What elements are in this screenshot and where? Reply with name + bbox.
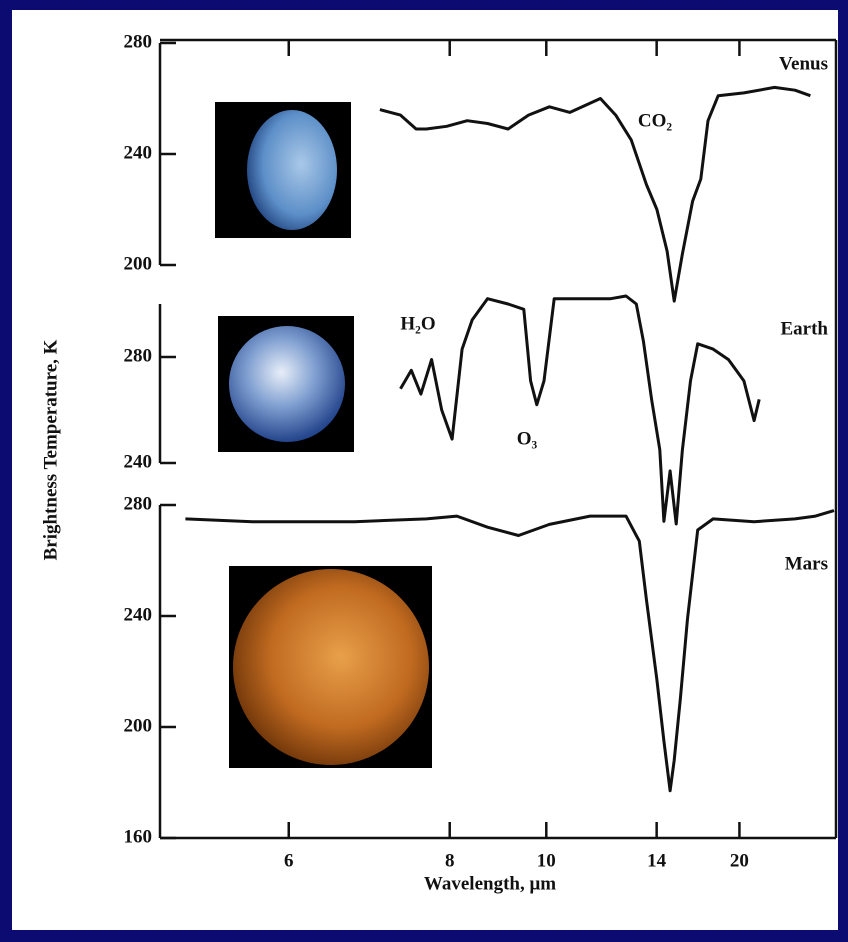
x-tick-label: 10 (537, 850, 556, 871)
plot-background (12, 10, 838, 930)
y-tick-label: 280 (124, 493, 153, 514)
x-axis-label: Wavelength, μm (424, 873, 556, 894)
annotation: CO₂ (638, 110, 673, 131)
spectrum-line (399, 294, 761, 526)
y-tick-label: 240 (124, 451, 153, 472)
earth-disc (229, 326, 345, 442)
x-tick-label: 14 (647, 850, 667, 871)
y-tick-label: 160 (124, 826, 153, 847)
y-tick-label: 240 (124, 604, 153, 625)
planet-label: Earth (781, 318, 829, 339)
mars-disc (233, 569, 429, 765)
y-tick-label: 280 (124, 345, 153, 366)
y-tick-label: 280 (124, 31, 153, 52)
x-tick-label: 8 (445, 850, 455, 871)
planet-label: Mars (785, 553, 828, 574)
x-tick-label: 6 (284, 850, 294, 871)
annotation: H₂O (400, 313, 435, 334)
y-axis-label: Brightness Temperature, K (40, 339, 61, 560)
spectrum-line (379, 85, 811, 303)
x-tick-label: 20 (730, 850, 749, 871)
y-tick-label: 200 (124, 253, 153, 274)
y-tick-label: 200 (124, 715, 153, 736)
spectrum-line (185, 509, 835, 793)
annotation: O₃ (517, 428, 538, 449)
venus-disc (247, 110, 337, 230)
y-tick-label: 240 (124, 142, 153, 163)
planet-label: Venus (779, 53, 828, 74)
